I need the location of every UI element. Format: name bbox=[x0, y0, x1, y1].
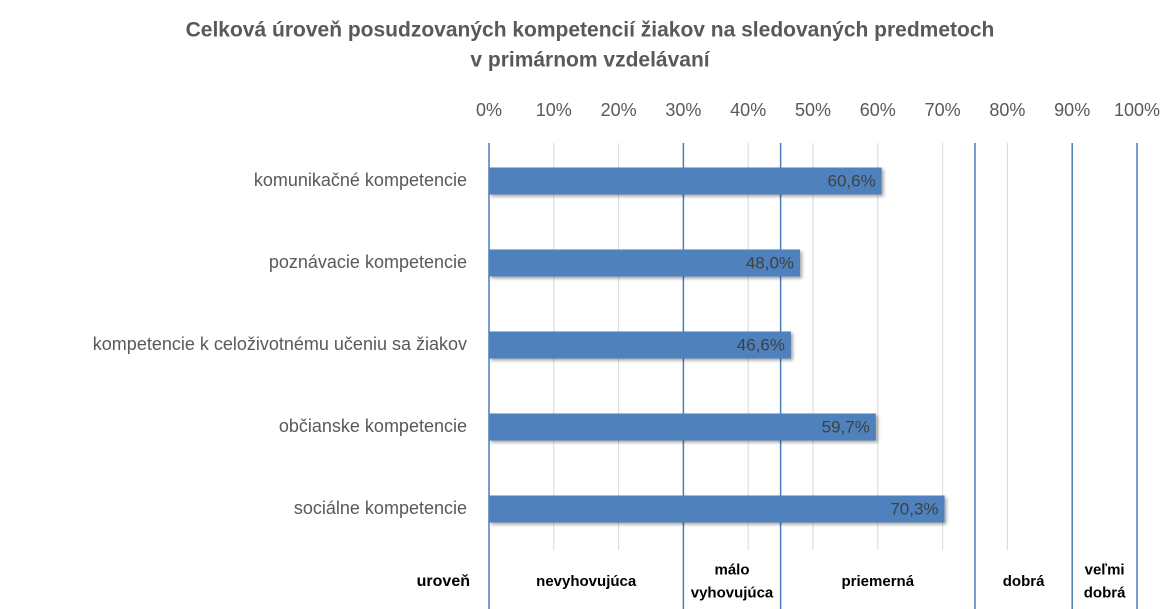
x-tick-label: 20% bbox=[601, 100, 637, 120]
level-name: nevyhovujúca bbox=[536, 573, 637, 590]
category-label: občianske kompetencie bbox=[279, 416, 467, 436]
level-title: uroveň bbox=[417, 573, 470, 590]
data-label: 60,6% bbox=[827, 171, 875, 190]
x-tick-label: 0% bbox=[476, 100, 502, 120]
bar bbox=[489, 167, 882, 195]
chart-title: Celková úroveň posudzovaných kompetencií… bbox=[186, 19, 995, 42]
level-name: málo bbox=[714, 561, 749, 578]
level-name: priemerná bbox=[842, 573, 915, 590]
data-label: 46,6% bbox=[737, 335, 785, 354]
x-tick-label: 40% bbox=[730, 100, 766, 120]
x-tick-label: 90% bbox=[1054, 100, 1090, 120]
level-name: veľmi bbox=[1085, 561, 1125, 578]
category-label: komunikačné kompetencie bbox=[254, 170, 467, 190]
x-tick-label: 30% bbox=[665, 100, 701, 120]
bar bbox=[489, 413, 876, 441]
x-tick-label: 60% bbox=[860, 100, 896, 120]
category-label: kompetencie k celoživotnému učeniu sa ži… bbox=[93, 334, 467, 354]
data-label: 48,0% bbox=[746, 253, 794, 272]
data-label: 70,3% bbox=[890, 499, 938, 518]
level-name: dobrá bbox=[1003, 573, 1045, 590]
bar bbox=[489, 495, 945, 523]
x-tick-label: 70% bbox=[925, 100, 961, 120]
x-tick-label: 100% bbox=[1114, 100, 1160, 120]
chart-title: v primárnom vzdelávaní bbox=[470, 49, 710, 72]
category-label: poznávacie kompetencie bbox=[269, 252, 467, 272]
category-label: sociálne kompetencie bbox=[294, 498, 467, 518]
x-tick-label: 50% bbox=[795, 100, 831, 120]
x-tick-label: 10% bbox=[536, 100, 572, 120]
data-label: 59,7% bbox=[822, 417, 870, 436]
x-tick-label: 80% bbox=[989, 100, 1025, 120]
level-name: vyhovujúca bbox=[691, 584, 774, 601]
level-name: dobrá bbox=[1084, 584, 1126, 601]
bar bbox=[489, 331, 791, 359]
bar bbox=[489, 249, 801, 277]
